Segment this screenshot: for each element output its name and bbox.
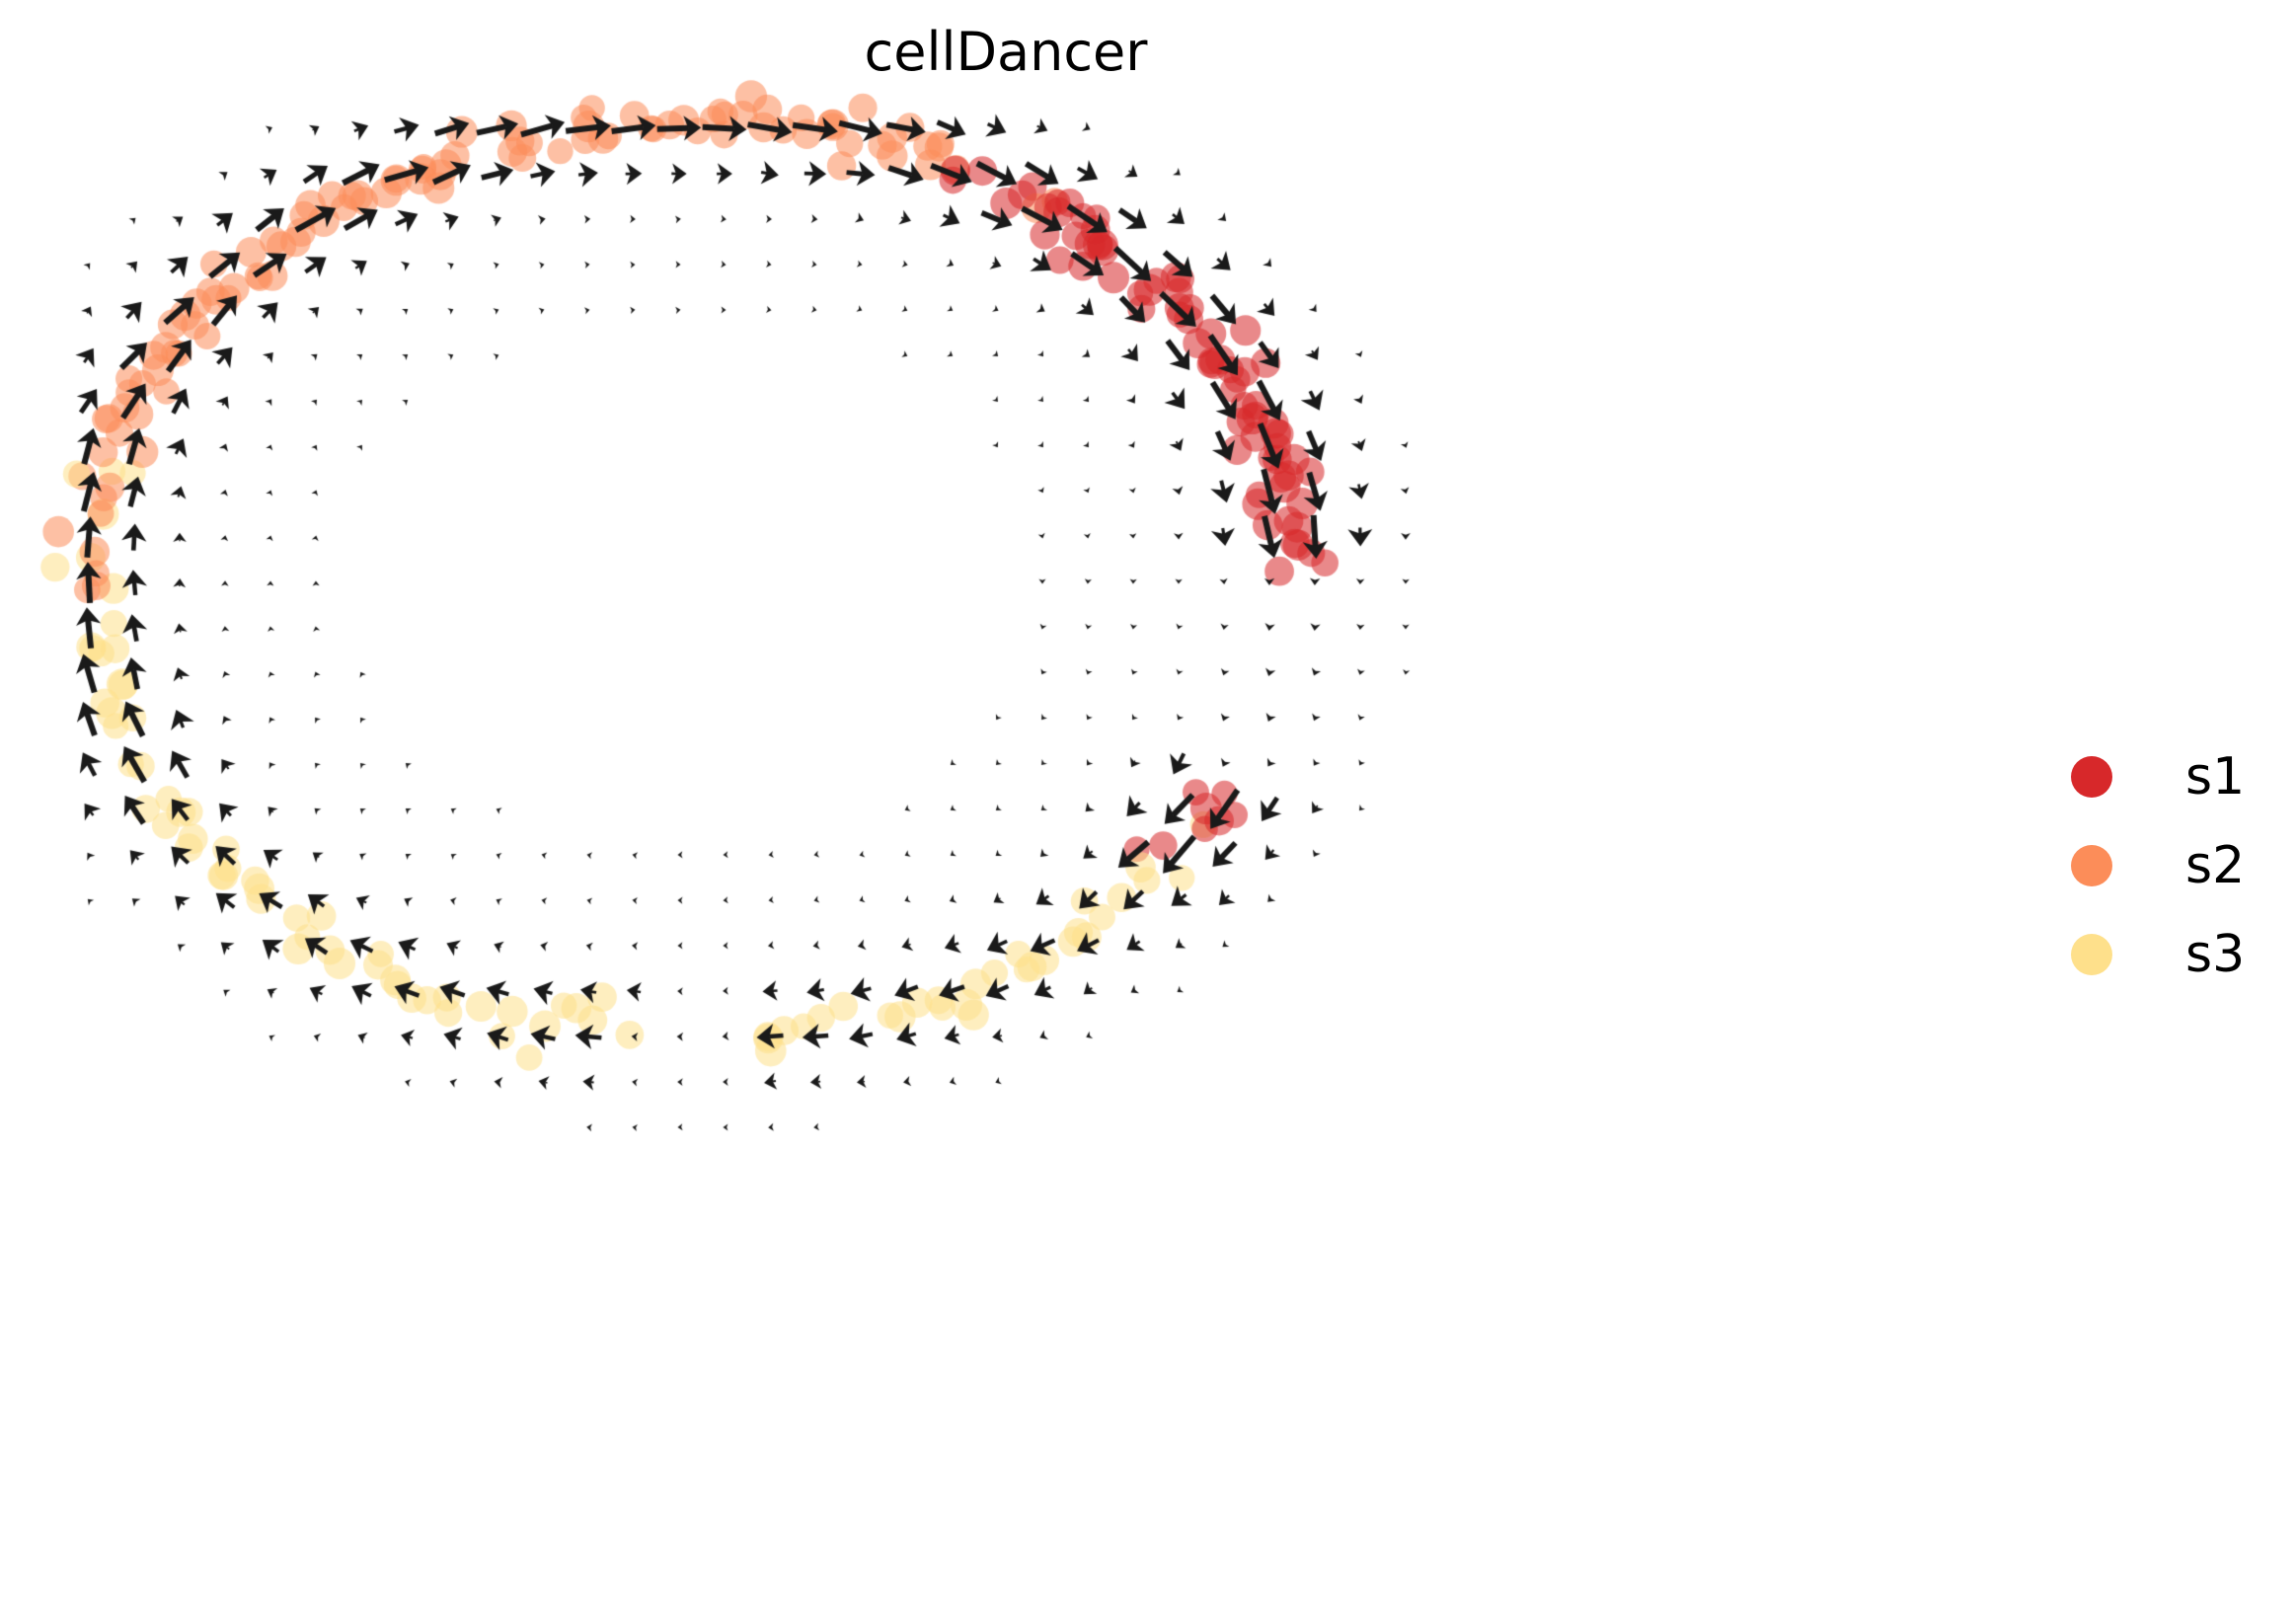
legend-label-s1: s1 bbox=[2185, 747, 2246, 806]
legend-label-s3: s3 bbox=[2185, 925, 2246, 984]
legend-item-s2[interactable]: s2 bbox=[2063, 821, 2290, 910]
legend-swatch-s1 bbox=[2071, 756, 2112, 798]
legend-item-s3[interactable]: s3 bbox=[2063, 910, 2290, 999]
legend-label-s2: s2 bbox=[2185, 836, 2246, 895]
legend-swatch-s2 bbox=[2071, 845, 2112, 886]
legend-item-s1[interactable]: s1 bbox=[2063, 732, 2290, 821]
legend: s1 s2 s3 bbox=[2063, 732, 2290, 999]
legend-swatch-s3 bbox=[2071, 934, 2112, 975]
